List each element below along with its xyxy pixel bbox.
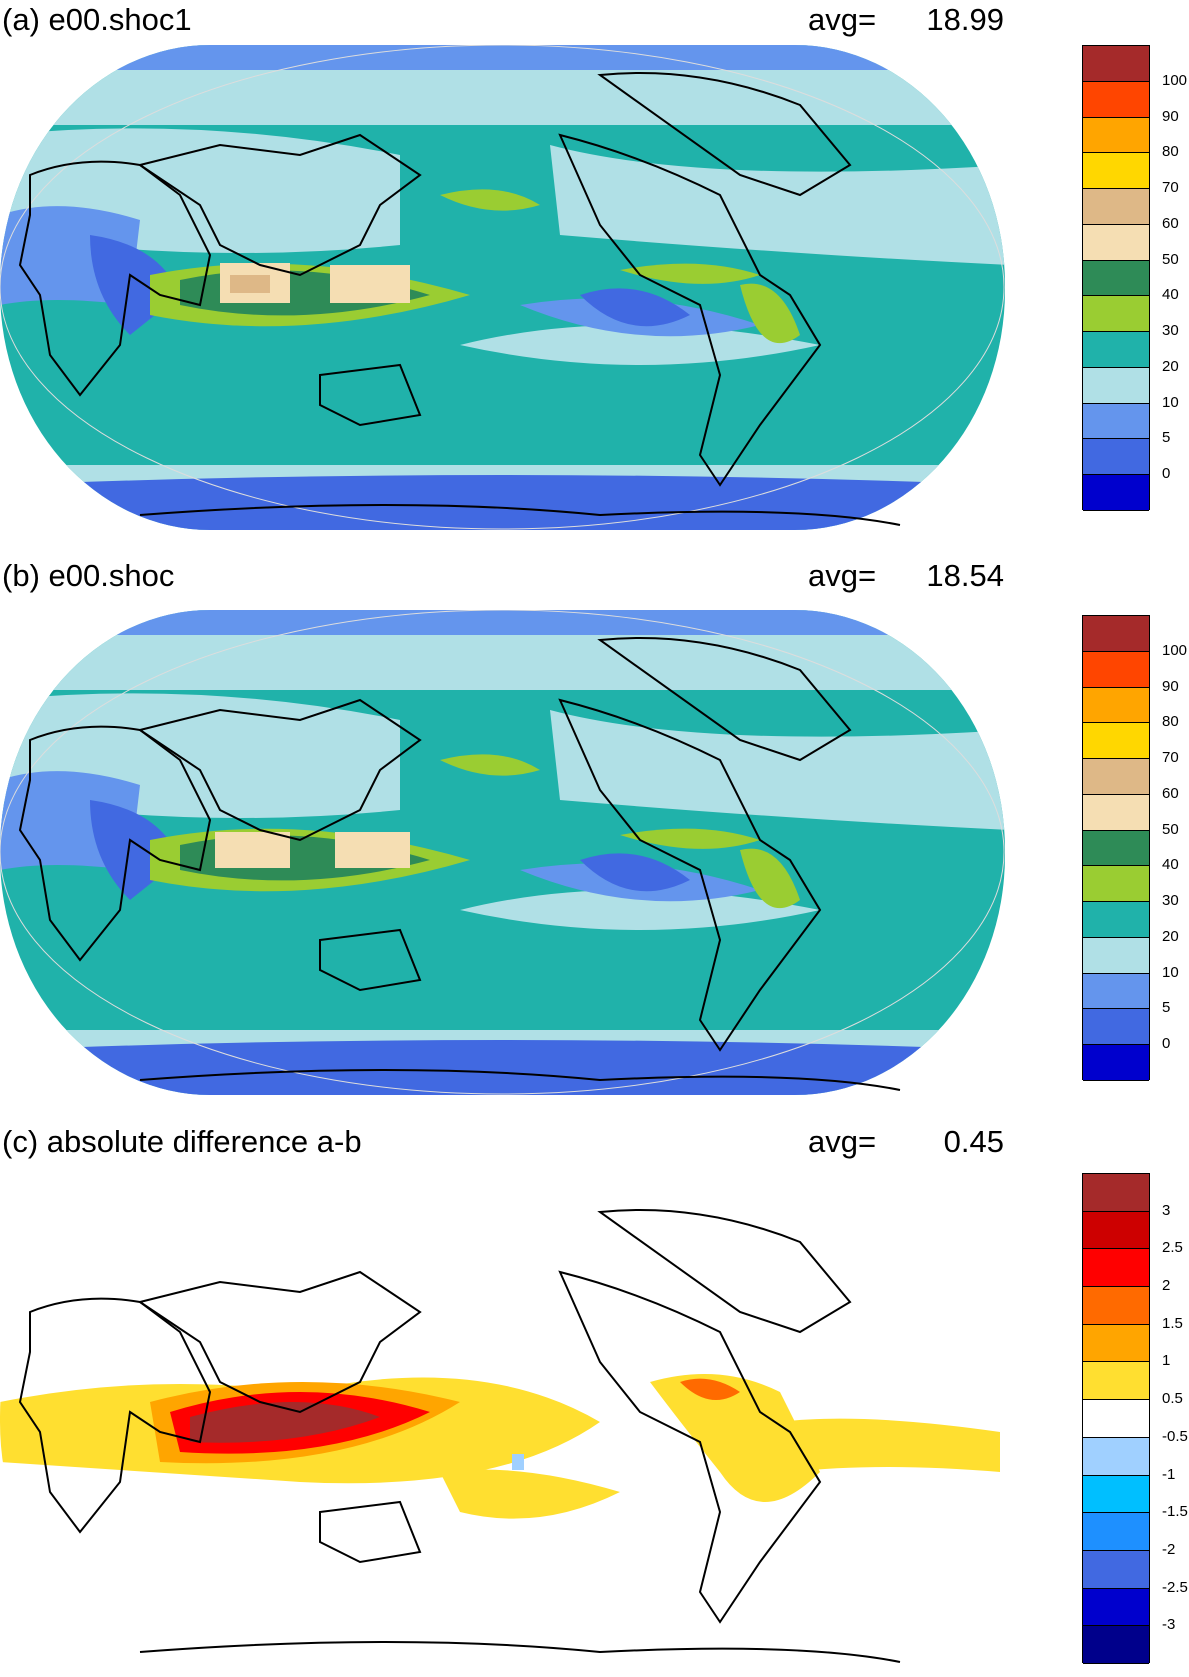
colorbar-label: 80 — [1162, 143, 1179, 161]
avg-value: 18.99 — [926, 2, 1004, 37]
colorbar-label: 50 — [1162, 820, 1179, 838]
colorbar-label: 60 — [1162, 784, 1179, 802]
colorbar-label: 30 — [1162, 322, 1179, 340]
colorbar-swatch — [1083, 1437, 1149, 1476]
colorbar-label: 10 — [1162, 963, 1179, 981]
colorbar-label: 70 — [1162, 749, 1179, 767]
colorbar-swatch — [1083, 224, 1149, 261]
colorbar-label: 90 — [1162, 677, 1179, 695]
colorbar-label: 3 — [1162, 1201, 1171, 1219]
panel-b: (b) e00.shoc avg= 18.54 — [0, 560, 1189, 1120]
colorbar-swatch — [1083, 1475, 1149, 1514]
colorbar-swatch — [1083, 1249, 1149, 1288]
colorbar-label: 5 — [1162, 429, 1171, 447]
colorbar-label: 20 — [1162, 357, 1179, 375]
colorbar-swatch — [1083, 153, 1149, 190]
avg-value: 0.45 — [943, 1124, 1004, 1159]
avg-label: avg= — [808, 2, 877, 37]
colorbar-c — [1082, 1173, 1150, 1664]
colorbar-swatch — [1083, 403, 1149, 440]
panel-title: (a) e00.shoc1 — [2, 2, 192, 37]
colorbar-label: -2 — [1162, 1540, 1176, 1558]
colorbar-label: 30 — [1162, 892, 1179, 910]
colorbar-swatch — [1083, 937, 1149, 974]
colorbar-swatch — [1083, 723, 1149, 760]
colorbar-label: -1 — [1162, 1465, 1176, 1483]
colorbar-swatch — [1083, 1009, 1149, 1046]
colorbar-swatch — [1083, 616, 1149, 652]
colorbar-label: 1.5 — [1162, 1314, 1183, 1332]
colorbar-label: 100 — [1162, 641, 1188, 659]
colorbar-swatch — [1083, 81, 1149, 118]
colorbar-label: -3 — [1162, 1616, 1176, 1634]
colorbar-swatch — [1083, 260, 1149, 297]
colorbar-swatch — [1083, 902, 1149, 938]
colorbar-swatch — [1083, 1550, 1149, 1589]
colorbar-swatch — [1083, 475, 1149, 511]
colorbar-swatch — [1083, 189, 1149, 225]
avg-label: avg= — [808, 558, 877, 593]
colorbar-label: 10 — [1162, 393, 1179, 411]
colorbar-label: 5 — [1162, 999, 1171, 1017]
colorbar-swatch — [1083, 866, 1149, 903]
colorbar-label: 20 — [1162, 927, 1179, 945]
colorbar-label: 90 — [1162, 107, 1179, 125]
colorbar-swatch — [1083, 117, 1149, 154]
panel-c: (c) absolute difference a-b avg= 0.45 3 2… — [0, 1120, 1189, 1677]
colorbar-swatch — [1083, 332, 1149, 368]
colorbar-swatch — [1083, 439, 1149, 476]
colorbar-label: 50 — [1162, 250, 1179, 268]
colorbar-label: 0 — [1162, 465, 1171, 483]
avg-label: avg= — [808, 1124, 877, 1159]
colorbar-label: 60 — [1162, 214, 1179, 232]
panel-a: (a) e00.shoc1 avg= 18.99 — [0, 0, 1189, 560]
colorbar-swatch — [1083, 1588, 1149, 1627]
colorbar-label: 0.5 — [1162, 1390, 1183, 1408]
colorbar-label: -0.5 — [1162, 1427, 1188, 1445]
map-panel-b — [0, 610, 1005, 1095]
colorbar-label: -1.5 — [1162, 1503, 1188, 1521]
colorbar-label: 40 — [1162, 856, 1179, 874]
colorbar-b — [1082, 615, 1150, 1081]
colorbar-swatch — [1083, 1287, 1149, 1325]
colorbar-swatch — [1083, 759, 1149, 795]
colorbar-swatch — [1083, 46, 1149, 82]
colorbar-label: 40 — [1162, 286, 1179, 304]
colorbar-a — [1082, 45, 1150, 511]
colorbar-swatch — [1083, 1324, 1149, 1363]
panel-title: (c) absolute difference a-b — [2, 1124, 362, 1159]
colorbar-swatch — [1083, 296, 1149, 333]
colorbar-swatch — [1083, 1045, 1149, 1081]
colorbar-swatch — [1083, 1513, 1149, 1551]
colorbar-swatch — [1083, 687, 1149, 724]
map-panel-a — [0, 45, 1005, 530]
colorbar-swatch — [1083, 830, 1149, 867]
colorbar-label: 2 — [1162, 1277, 1171, 1295]
colorbar-label: -2.5 — [1162, 1578, 1188, 1596]
colorbar-swatch — [1083, 1626, 1149, 1664]
colorbar-swatch — [1083, 973, 1149, 1010]
colorbar-label: 2.5 — [1162, 1239, 1183, 1257]
colorbar-label: 1 — [1162, 1352, 1171, 1370]
colorbar-label: 70 — [1162, 179, 1179, 197]
colorbar-swatch — [1083, 1174, 1149, 1212]
panel-title: (b) e00.shoc — [2, 558, 175, 593]
colorbar-swatch — [1083, 1211, 1149, 1250]
map-panel-c — [0, 1172, 1005, 1667]
colorbar-swatch — [1083, 1400, 1149, 1438]
colorbar-swatch — [1083, 651, 1149, 688]
avg-value: 18.54 — [926, 558, 1004, 593]
colorbar-swatch — [1083, 367, 1149, 404]
colorbar-label: 0 — [1162, 1035, 1171, 1053]
colorbar-label: 80 — [1162, 713, 1179, 731]
colorbar-swatch — [1083, 794, 1149, 831]
colorbar-swatch — [1083, 1362, 1149, 1401]
colorbar-label: 100 — [1162, 71, 1188, 89]
